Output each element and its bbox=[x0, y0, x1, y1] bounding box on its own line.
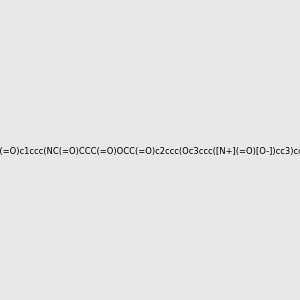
Text: COC(=O)c1ccc(NC(=O)CCC(=O)OCC(=O)c2ccc(Oc3ccc([N+](=O)[O-])cc3)cc2)cc1: COC(=O)c1ccc(NC(=O)CCC(=O)OCC(=O)c2ccc(O… bbox=[0, 147, 300, 156]
